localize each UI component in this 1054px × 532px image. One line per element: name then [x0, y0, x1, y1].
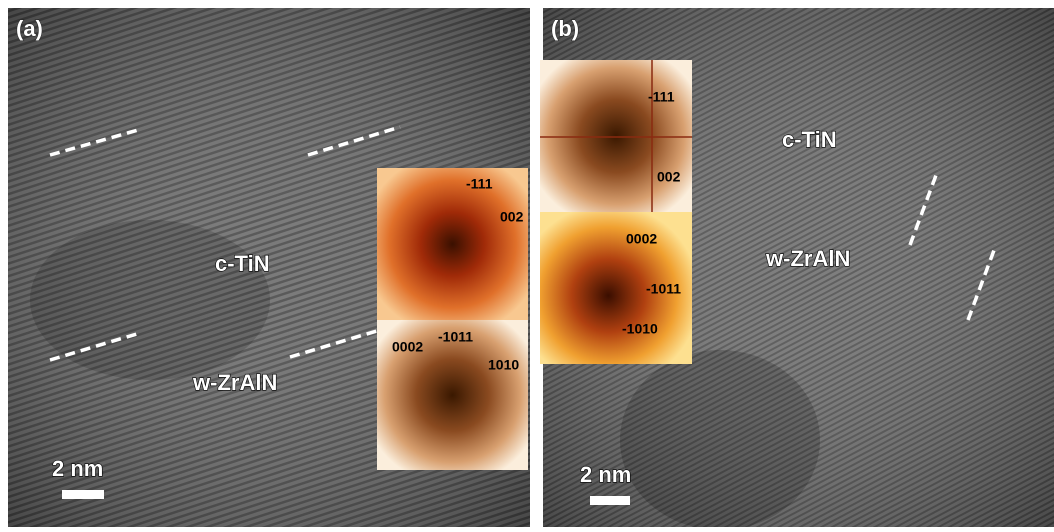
- panel-label: (b): [551, 16, 579, 41]
- contrast: [620, 350, 820, 527]
- fft-label: -1010: [622, 321, 658, 337]
- scale-label: 2 nm: [580, 462, 631, 487]
- scale-label: 2 nm: [52, 456, 103, 481]
- phase-label: w-ZrAlN: [765, 246, 850, 271]
- fft-inset: [377, 168, 528, 320]
- panel-b: (b) c-TiN w-ZrAlN 2 nm -111 002 0002 -10…: [540, 8, 1054, 527]
- gap: [530, 0, 540, 60]
- fft-label: -1011: [438, 329, 473, 345]
- fft-inset: [540, 60, 692, 212]
- figure: (a) c-TiN w-ZrAlN 2 nm -111 002 0002 -10…: [0, 0, 1054, 527]
- scale-bar: [62, 490, 104, 499]
- fft-label: -111: [466, 176, 493, 192]
- fft-label: -111: [648, 89, 675, 105]
- phase-label: c-TiN: [782, 127, 837, 152]
- phase-label: w-ZrAlN: [192, 370, 277, 395]
- fft-label: 0002: [392, 339, 423, 355]
- fft-label: 1010: [488, 357, 519, 373]
- fft-label: -1011: [646, 281, 681, 297]
- phase-label: c-TiN: [215, 251, 270, 276]
- fft-label: 002: [657, 169, 681, 185]
- scale-bar: [590, 496, 630, 505]
- panel-a: (a) c-TiN w-ZrAlN 2 nm -111 002 0002 -10…: [8, 8, 530, 527]
- fft-label: 002: [500, 209, 524, 225]
- gap: [530, 364, 543, 527]
- fft-label: 0002: [626, 231, 657, 247]
- panel-label: (a): [16, 16, 43, 41]
